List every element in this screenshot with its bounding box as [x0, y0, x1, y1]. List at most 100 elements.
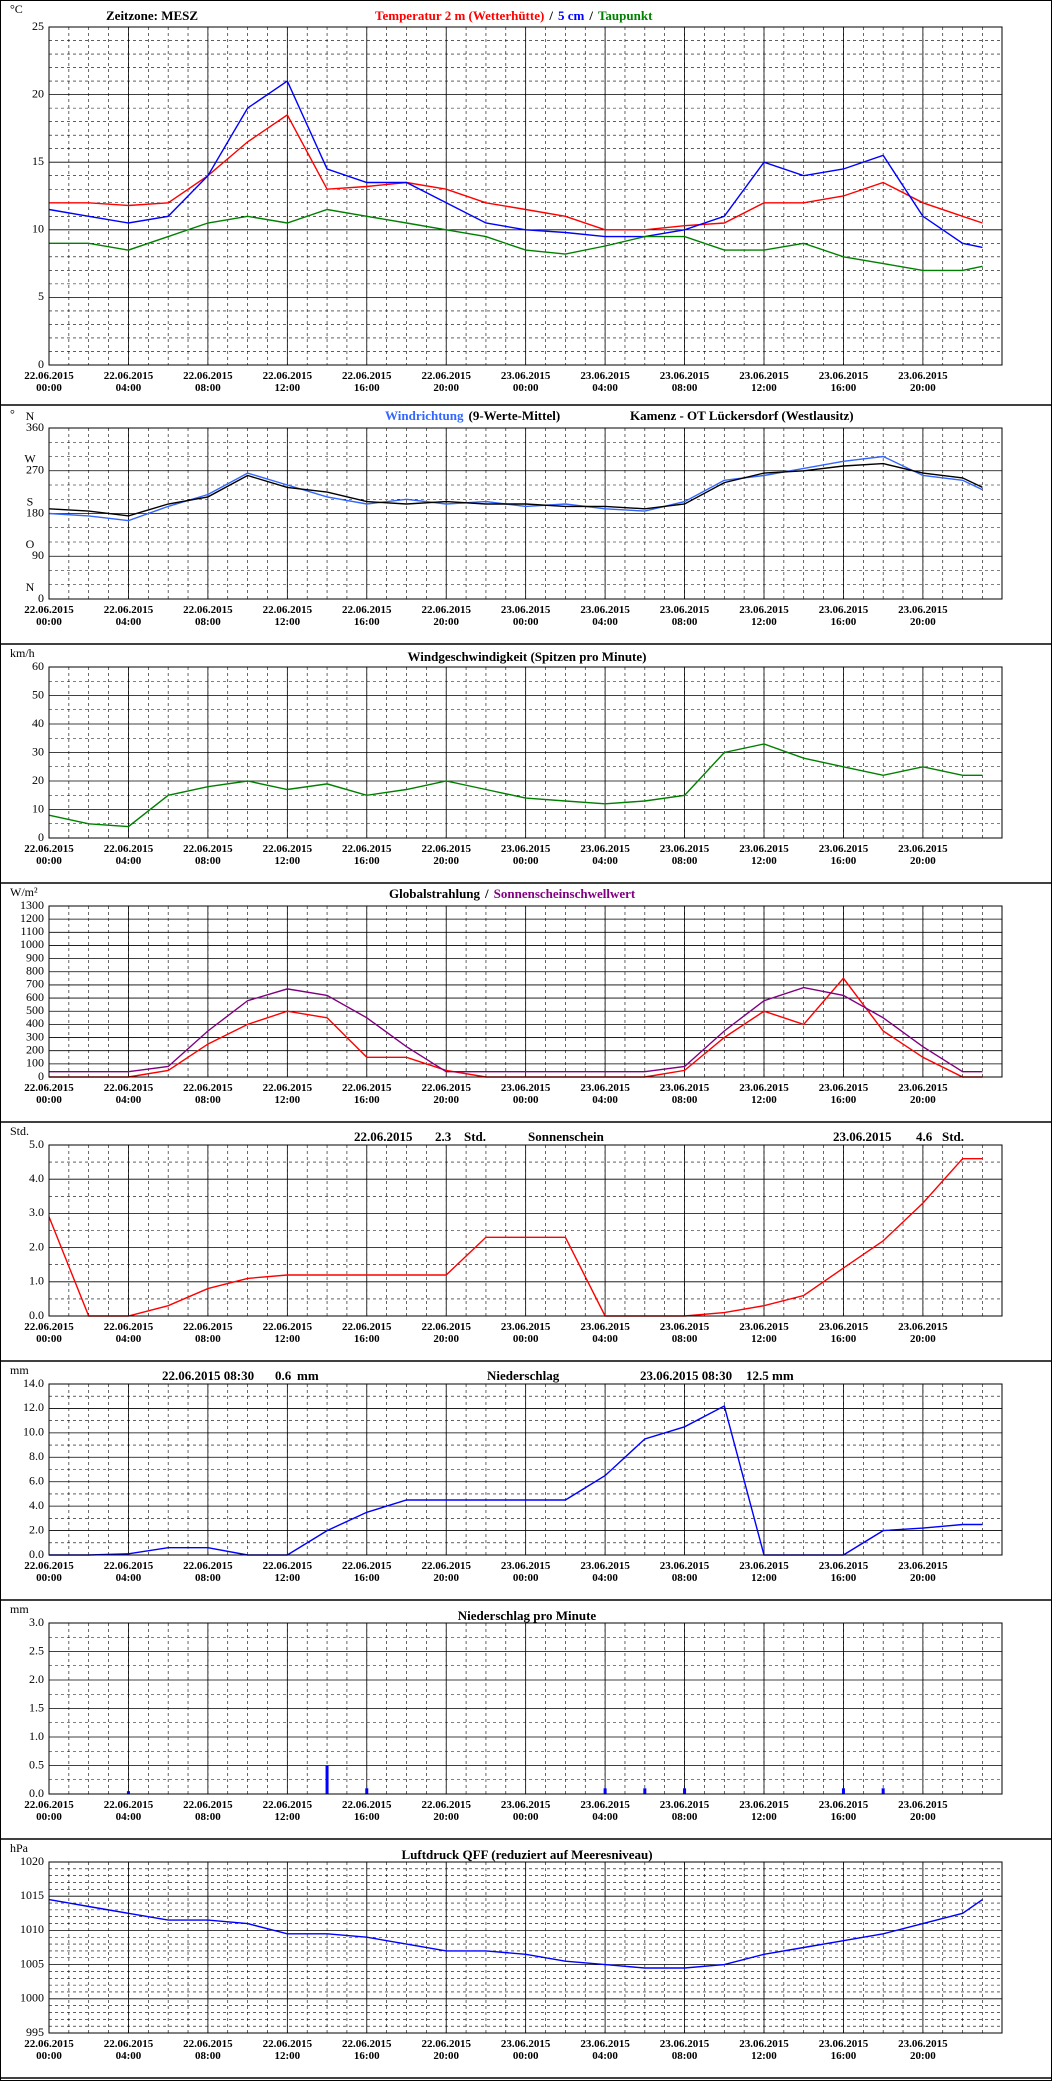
legend-entry: 5 cm	[558, 8, 585, 23]
plot-frame	[48, 427, 1003, 600]
x-tick-label: 22.06.2015 16:00	[342, 1799, 392, 1823]
x-tick-label: 22.06.2015 20:00	[421, 604, 471, 628]
annotation: 22.06.2015 08:30	[162, 1368, 254, 1383]
y-tick-label: 14.0	[23, 1376, 44, 1390]
annotation: mm	[297, 1368, 319, 1383]
y-tick-label: 360	[26, 420, 44, 434]
y-tick-label: 8.0	[29, 1449, 44, 1463]
x-tick-label: 23.06.2015 12:00	[739, 1560, 789, 1584]
x-tick-label: 23.06.2015 20:00	[898, 1082, 948, 1106]
y-tick-label: 500	[26, 1003, 44, 1017]
y-unit: km/h	[10, 646, 35, 660]
y-tick-label: 5.0	[29, 1137, 44, 1151]
x-tick-label: 22.06.2015 20:00	[421, 1560, 471, 1584]
data-line	[48, 455, 983, 522]
chart-title: Niederschlag pro Minute	[458, 1608, 597, 1623]
data-line	[48, 80, 983, 249]
y-tick-label: 1.0	[29, 1729, 44, 1743]
x-tick-label: 23.06.2015 12:00	[739, 1321, 789, 1345]
y-tick-label: 2.0	[29, 1672, 44, 1686]
legend-separator: /	[588, 8, 593, 23]
y-tick-label: 1300	[20, 898, 44, 912]
x-tick-label: 22.06.2015 08:00	[183, 1799, 233, 1823]
data-line	[48, 462, 983, 517]
x-tick-label: 23.06.2015 08:00	[659, 2038, 710, 2062]
x-tick-label: 23.06.2015 16:00	[818, 1799, 869, 1823]
x-tick-label: 22.06.2015 00:00	[24, 843, 74, 867]
y-tick-label: 600	[26, 990, 44, 1004]
y-tick-label: 700	[26, 977, 44, 991]
y-tick-label: 0	[38, 830, 44, 844]
x-tick-label: 23.06.2015 20:00	[898, 2038, 948, 2062]
x-tick-label: 22.06.2015 20:00	[421, 843, 471, 867]
y-tick-label: 1005	[20, 1956, 44, 1970]
y-unit: mm	[10, 1602, 29, 1616]
x-tick-label: 23.06.2015 00:00	[500, 1560, 551, 1584]
x-tick-label: 22.06.2015 20:00	[421, 370, 471, 394]
x-tick-label: 22.06.2015 20:00	[421, 1321, 471, 1345]
annotation: Kamenz - OT Lückersdorf (Westlausitz)	[630, 408, 854, 423]
x-tick-label: 23.06.2015 20:00	[898, 1560, 948, 1584]
y-tick-label: 100	[26, 1056, 44, 1070]
plot-frame	[48, 1622, 1003, 1795]
x-tick-label: 23.06.2015 00:00	[500, 604, 551, 628]
x-tick-label: 22.06.2015 08:00	[183, 2038, 233, 2062]
annotation: Std.	[464, 1129, 486, 1144]
y-tick-label: 1.5	[29, 1700, 44, 1714]
data-line	[49, 208, 983, 272]
y-tick-label: 0	[38, 357, 44, 371]
y-tick-label: 2.0	[29, 1522, 44, 1536]
x-tick-label: 22.06.2015 16:00	[342, 370, 392, 394]
bar	[841, 1788, 845, 1794]
x-tick-label: 22.06.2015 00:00	[24, 1799, 74, 1823]
x-tick-label: 23.06.2015 00:00	[500, 843, 551, 867]
x-tick-label: 22.06.2015 16:00	[342, 1321, 392, 1345]
y-unit: mm	[10, 1363, 29, 1377]
y-tick-label: 3.0	[29, 1615, 44, 1629]
x-tick-label: 23.06.2015 04:00	[580, 1321, 630, 1345]
x-tick-label: 22.06.2015 12:00	[262, 1799, 313, 1823]
y-tick-label: 1200	[20, 911, 44, 925]
y-tick-label: 1.0	[29, 1274, 44, 1288]
x-tick-label: 23.06.2015 12:00	[739, 370, 789, 394]
y-tick-label: 20	[32, 86, 44, 100]
x-tick-label: 22.06.2015 08:00	[183, 1560, 233, 1584]
annotation: Std.	[942, 1129, 964, 1144]
x-tick-label: 22.06.2015 00:00	[24, 1321, 74, 1345]
data-line	[49, 977, 983, 1078]
x-tick-label: 23.06.2015 16:00	[818, 1560, 869, 1584]
x-tick-label: 22.06.2015 12:00	[262, 370, 313, 394]
y-tick-label: 200	[26, 1042, 44, 1056]
x-tick-label: 22.06.2015 08:00	[183, 843, 233, 867]
x-tick-label: 23.06.2015 20:00	[898, 604, 948, 628]
y-tick-label: 0.0	[29, 1547, 44, 1561]
bar	[126, 1791, 130, 1794]
x-tick-label: 22.06.2015 00:00	[24, 370, 74, 394]
x-tick-label: 23.06.2015 08:00	[659, 370, 710, 394]
plot-frame	[48, 1144, 1003, 1317]
x-tick-label: 23.06.2015 16:00	[818, 1321, 869, 1345]
y-tick-label: 180	[26, 505, 44, 519]
x-tick-label: 22.06.2015 00:00	[24, 2038, 74, 2062]
x-tick-label: 22.06.2015 16:00	[342, 604, 392, 628]
y-tick-label: 300	[26, 1029, 44, 1043]
x-tick-label: 23.06.2015 04:00	[580, 2038, 630, 2062]
y-tick-label: 10.0	[23, 1425, 44, 1439]
x-tick-label: 22.06.2015 08:00	[183, 1321, 233, 1345]
x-tick-label: 22.06.2015 08:00	[183, 370, 233, 394]
x-tick-label: 22.06.2015 20:00	[421, 1799, 471, 1823]
y-tick-label: 400	[26, 1016, 44, 1030]
plot-frame	[48, 26, 1003, 366]
x-tick-label: 23.06.2015 16:00	[818, 843, 869, 867]
direction-label: W	[24, 452, 36, 466]
legend: Windrichtung (9-Werte-Mittel)	[385, 408, 560, 423]
y-tick-label: 1100	[20, 924, 44, 938]
x-tick-label: 22.06.2015 12:00	[262, 1321, 313, 1345]
x-tick-label: 22.06.2015 04:00	[103, 1560, 154, 1584]
x-tick-label: 23.06.2015 12:00	[739, 1082, 789, 1106]
y-tick-label: 1020	[20, 1854, 44, 1868]
annotation: Niederschlag	[487, 1368, 560, 1383]
y-tick-label: 4.0	[29, 1498, 44, 1512]
x-tick-label: 22.06.2015 00:00	[24, 604, 74, 628]
